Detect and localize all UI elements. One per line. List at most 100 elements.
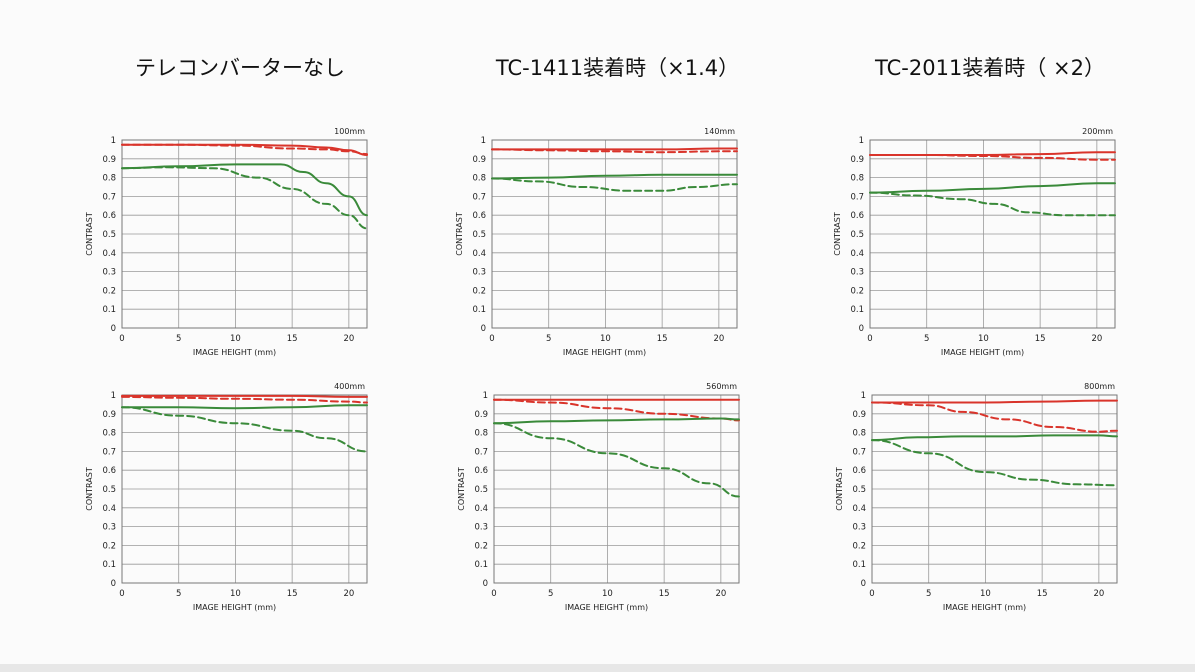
plot-frame [493, 394, 740, 584]
x-tick-label: 0 [119, 589, 124, 599]
series-red-solid [871, 399, 1118, 404]
y-tick-label: 0.1 [472, 305, 486, 315]
x-tick-label: 5 [924, 334, 929, 344]
x-tick-label: 5 [548, 589, 553, 599]
mtf-chart-100mm: 0 0.1 0.2 0.3 0.4 0.5 0.6 0.7 0.8 0.9 1 0 5 10 15 20 100… [70, 120, 370, 365]
x-tick-label: 20 [715, 589, 726, 599]
y-tick-label: 0.2 [474, 541, 488, 551]
y-tick-label: 0.6 [852, 466, 866, 476]
x-tick-label: 0 [867, 334, 872, 344]
y-tick-label: 0.1 [474, 560, 488, 570]
y-tick-label: 1 [861, 391, 866, 401]
mtf-chart-200mm: 0 0.1 0.2 0.3 0.4 0.5 0.6 0.7 0.8 0.9 1 0 5 10 15 20 200… [818, 120, 1118, 365]
x-tick-label: 15 [287, 334, 298, 344]
plot-frame [871, 394, 1118, 584]
focal-length-label: 800mm [1084, 382, 1115, 391]
series-red-dashed [121, 395, 368, 404]
y-tick-label: 0.7 [474, 447, 488, 457]
series-green-dashed [871, 439, 1118, 487]
y-tick-label: 0.3 [852, 523, 866, 533]
y-tick-label: 0.8 [472, 174, 486, 184]
title-tc1411: TC-1411装着時（×1.4） [495, 56, 740, 80]
mtf-chart-svg: 00.10.20.30.40.50.60.70.80.910 5 10 15 20400… [85, 382, 368, 612]
y-tick-label: 0 [861, 579, 866, 589]
x-tick-label: 10 [978, 334, 989, 344]
y-tick-label: 0 [111, 579, 116, 589]
series-red-dashed [493, 398, 740, 422]
mtf-chart-svg: 00.10.20.30.40.50.60.70.80.910 5 10 15 20140… [455, 127, 738, 357]
y-tick-label: 0.9 [472, 155, 486, 165]
plot-frame [121, 139, 368, 329]
x-tick-label: 20 [1091, 334, 1102, 344]
y-axis-label: CONTRAST [457, 467, 466, 511]
series-green-solid [869, 182, 1116, 194]
y-tick-label: 0.4 [102, 504, 116, 514]
y-tick-label: 0.3 [474, 523, 488, 533]
x-tick-label: 15 [657, 334, 668, 344]
plot-frame [491, 139, 738, 329]
series-green-solid [491, 173, 738, 180]
series-red-dashed [869, 154, 1116, 161]
series-green-solid [121, 163, 368, 217]
plot-frame [869, 139, 1116, 329]
x-tick-label: 20 [713, 334, 724, 344]
y-tick-label: 0.9 [850, 155, 864, 165]
y-tick-label: 0 [481, 324, 486, 334]
x-tick-label: 10 [980, 589, 991, 599]
y-tick-label: 0.3 [850, 268, 864, 278]
series-red-dashed [121, 143, 368, 156]
x-axis-label: IMAGE HEIGHT (mm) [565, 603, 648, 612]
y-tick-label: 0.8 [102, 174, 116, 184]
x-tick-label: 15 [287, 589, 298, 599]
y-axis-label: CONTRAST [455, 212, 464, 256]
series-green-solid [121, 404, 368, 410]
y-tick-label: 0.8 [850, 174, 864, 184]
y-axis-label: CONTRAST [85, 212, 94, 256]
y-tick-label: 0.8 [102, 429, 116, 439]
mtf-chart-400mm: 0 0.1 0.2 0.3 0.4 0.5 0.6 0.7 0.8 0.9 1 0 5 10 15 20 400… [70, 375, 370, 620]
x-tick-label: 0 [869, 589, 874, 599]
y-tick-label: 0 [483, 579, 488, 589]
x-tick-label: 20 [343, 589, 354, 599]
mtf-chart-svg: 00.10.20.30.40.50.60.70.80.910 5 10 15 20560… [457, 382, 740, 612]
y-tick-label: 0 [859, 324, 864, 334]
y-tick-label: 0.5 [852, 485, 866, 495]
y-tick-label: 0.9 [102, 410, 116, 420]
mtf-chart-svg: 00.10.20.30.40.50.60.70.80.910 5 10 15 20200… [833, 127, 1116, 357]
x-tick-label: 15 [1037, 589, 1048, 599]
x-axis-label: IMAGE HEIGHT (mm) [943, 603, 1026, 612]
focal-length-label: 200mm [1082, 127, 1113, 136]
x-tick-label: 5 [546, 334, 551, 344]
y-tick-label: 0.7 [472, 192, 486, 202]
y-tick-label: 0.8 [852, 429, 866, 439]
y-tick-label: 0.9 [474, 410, 488, 420]
x-tick-label: 5 [926, 589, 931, 599]
y-tick-label: 0.1 [852, 560, 866, 570]
x-axis-label: IMAGE HEIGHT (mm) [193, 603, 276, 612]
x-tick-label: 0 [489, 334, 494, 344]
title-no-teleconverter: テレコンバーターなし [135, 56, 345, 80]
y-tick-label: 0.5 [102, 230, 116, 240]
y-tick-label: 0.3 [102, 268, 116, 278]
y-tick-label: 0.5 [102, 485, 116, 495]
series-green-dashed [121, 406, 368, 453]
y-tick-label: 0.7 [850, 192, 864, 202]
mtf-chart-svg: 00.10.20.30.40.50.60.70.80.910 5 10 15 20800… [835, 382, 1118, 612]
y-tick-label: 0.5 [850, 230, 864, 240]
y-tick-label: 0.6 [474, 466, 488, 476]
x-tick-label: 10 [230, 589, 241, 599]
x-tick-label: 0 [491, 589, 496, 599]
y-tick-label: 1 [111, 391, 116, 401]
focal-length-label: 100mm [334, 127, 365, 136]
y-tick-label: 0.4 [850, 249, 864, 259]
y-tick-label: 0.4 [852, 504, 866, 514]
x-tick-label: 10 [602, 589, 613, 599]
y-tick-label: 0.6 [472, 211, 486, 221]
y-axis-label: CONTRAST [85, 467, 94, 511]
x-tick-label: 5 [176, 334, 181, 344]
y-tick-label: 0.1 [102, 305, 116, 315]
series-red-solid [121, 394, 368, 398]
y-tick-label: 0.4 [102, 249, 116, 259]
y-tick-label: 0.9 [852, 410, 866, 420]
y-tick-label: 0 [111, 324, 116, 334]
